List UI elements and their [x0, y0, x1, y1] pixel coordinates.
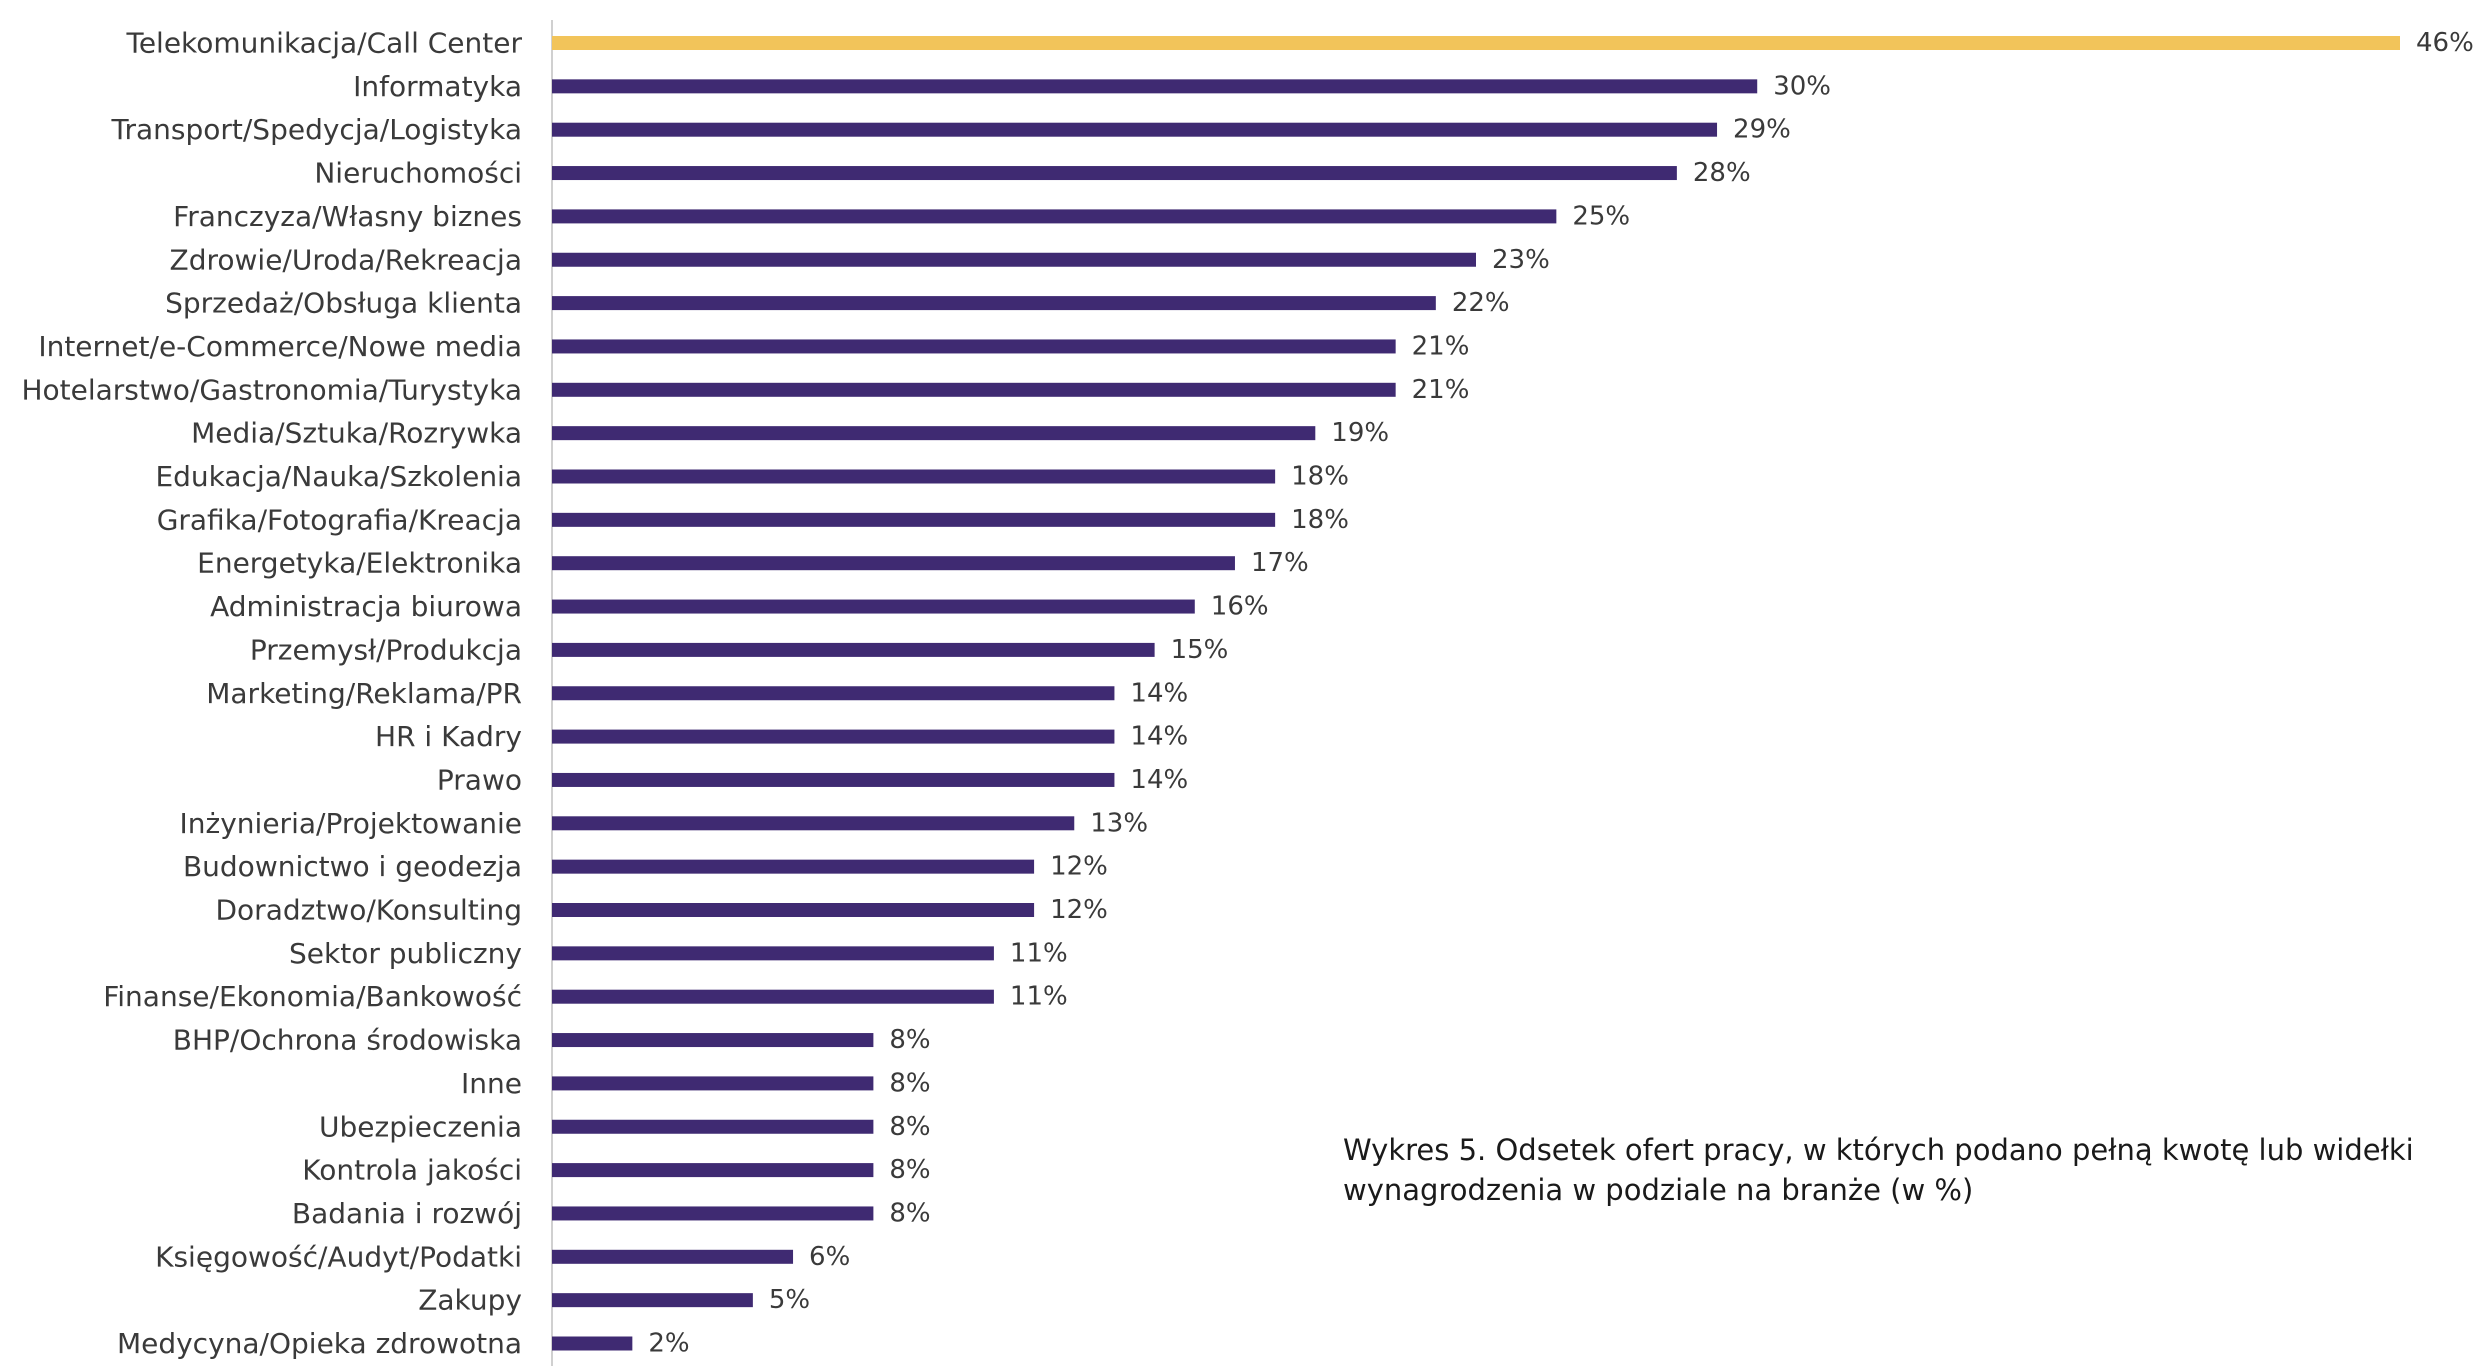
value-label: 14%: [1130, 722, 1188, 752]
category-label: Administracja biurowa: [210, 590, 522, 623]
value-label: 30%: [1773, 71, 1831, 101]
value-label: 15%: [1171, 635, 1229, 665]
category-label: HR i Kadry: [375, 720, 522, 753]
value-label: 8%: [889, 1112, 930, 1142]
bar: [552, 816, 1075, 831]
category-label: Internet/e-Commerce/Nowe media: [38, 330, 522, 363]
value-label: 28%: [1693, 158, 1751, 188]
value-label: 17%: [1251, 548, 1309, 578]
value-label: 46%: [2416, 28, 2474, 58]
value-label: 12%: [1050, 895, 1108, 925]
category-label: Zakupy: [418, 1284, 522, 1317]
value-label: 8%: [889, 1198, 930, 1228]
category-label: Grafika/Fotografia/Kreacja: [157, 503, 522, 536]
bars-group: Telekomunikacja/Call Center 46% Informatyk…: [21, 27, 2473, 1361]
value-label: 11%: [1010, 938, 1068, 968]
value-label: 11%: [1010, 982, 1068, 1012]
bar: [552, 426, 1316, 441]
bar: [552, 1033, 874, 1048]
bar: [552, 79, 1758, 94]
category-label: Telekomunikacja/Call Center: [125, 27, 522, 60]
value-label: 8%: [889, 1068, 930, 1098]
bar: [552, 166, 1677, 181]
value-label: 18%: [1291, 462, 1349, 492]
category-label: BHP/Ochrona środowiska: [173, 1024, 522, 1057]
category-label: Budownictwo i geodezja: [183, 850, 522, 883]
bar: [552, 729, 1115, 744]
value-label: 8%: [889, 1155, 930, 1185]
category-label: Hotelarstwo/Gastronomia/Turystyka: [21, 373, 522, 406]
value-label: 29%: [1733, 115, 1791, 145]
bar: [552, 1206, 874, 1221]
value-label: 25%: [1572, 201, 1630, 231]
category-label: Medycyna/Opieka zdrowotna: [117, 1327, 522, 1360]
bar: [552, 1076, 874, 1091]
bar: [552, 339, 1396, 354]
category-label: Inżynieria/Projektowanie: [180, 807, 522, 840]
category-label: Inne: [461, 1067, 522, 1100]
value-label: 2%: [648, 1329, 689, 1359]
bar: [552, 556, 1235, 571]
bar: [552, 642, 1155, 657]
value-label: 14%: [1130, 765, 1188, 795]
category-label: Zdrowie/Uroda/Rekreacja: [170, 243, 522, 276]
category-label: Sektor publiczny: [289, 937, 522, 970]
bar: [552, 122, 1718, 137]
category-label: Transport/Spedycja/Logistyka: [110, 113, 522, 146]
bar: [552, 1163, 874, 1178]
category-label: Franczyza/Własny biznes: [173, 200, 522, 233]
category-label: Księgowość/Audyt/Podatki: [155, 1240, 522, 1273]
value-label: 5%: [769, 1285, 810, 1315]
category-label: Prawo: [437, 763, 522, 796]
category-label: Finanse/Ekonomia/Bankowość: [103, 980, 522, 1013]
value-label: 18%: [1291, 505, 1349, 535]
category-label: Energetyka/Elektronika: [197, 547, 522, 580]
category-label: Kontrola jakości: [302, 1154, 522, 1187]
bar: [552, 1249, 794, 1264]
category-label: Przemysł/Produkcja: [250, 633, 522, 666]
value-label: 14%: [1130, 678, 1188, 708]
value-label: 8%: [889, 1025, 930, 1055]
bar: [552, 382, 1396, 397]
value-label: 19%: [1331, 418, 1389, 448]
category-label: Sprzedaż/Obsługa klienta: [165, 287, 522, 320]
chart-caption: Wykres 5. Odsetek ofert pracy, w których…: [1343, 1133, 2414, 1207]
bar: [552, 512, 1276, 527]
value-label: 16%: [1211, 592, 1269, 622]
bar: [552, 36, 2400, 50]
category-label: Nieruchomości: [314, 157, 522, 190]
value-label: 23%: [1492, 245, 1550, 275]
bar: [552, 989, 994, 1004]
bar: [552, 946, 994, 961]
bar: [552, 209, 1557, 224]
bar: [552, 772, 1115, 787]
category-label: Edukacja/Nauka/Szkolenia: [155, 460, 522, 493]
category-label: Informatyka: [353, 70, 522, 103]
category-label: Badania i rozwój: [292, 1197, 522, 1230]
value-label: 13%: [1090, 808, 1148, 838]
bar: [552, 1293, 753, 1308]
category-label: Ubezpieczenia: [319, 1110, 522, 1143]
bar: [552, 686, 1115, 701]
value-label: 6%: [809, 1242, 850, 1272]
bar: [552, 252, 1476, 267]
bar: [552, 859, 1035, 874]
value-label: 12%: [1050, 852, 1108, 882]
value-label: 21%: [1412, 331, 1470, 361]
bar: [552, 1336, 633, 1351]
bar: [552, 903, 1035, 917]
category-label: Marketing/Reklama/PR: [206, 677, 522, 710]
bar: [552, 296, 1436, 311]
bar: [552, 469, 1276, 484]
category-label: Media/Sztuka/Rozrywka: [191, 417, 522, 450]
value-label: 21%: [1412, 375, 1470, 405]
value-label: 22%: [1452, 288, 1510, 318]
bar: [552, 1119, 874, 1134]
category-label: Doradztwo/Konsulting: [215, 894, 522, 927]
bar: [552, 599, 1195, 614]
